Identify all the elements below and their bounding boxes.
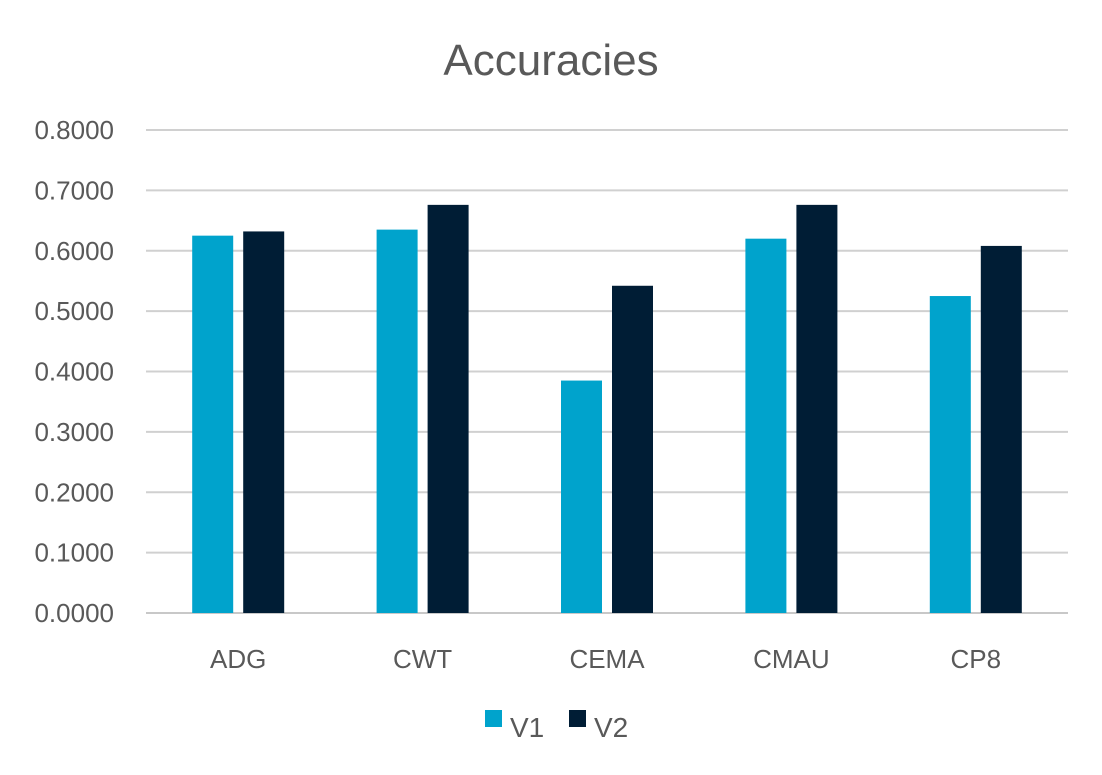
y-tick-label: 0.4000 (34, 357, 114, 387)
x-category-label: ADG (210, 644, 266, 674)
y-tick-label: 0.6000 (34, 236, 114, 266)
x-category-label: CP8 (951, 644, 1002, 674)
y-tick-label: 0.5000 (34, 296, 114, 326)
bar-v2-cmau (796, 204, 838, 614)
legend-swatch-v1 (485, 710, 502, 727)
legend-label: V2 (594, 712, 628, 743)
gridlines (146, 129, 1068, 614)
legend-swatch-v2 (569, 710, 586, 727)
bar-v1-adg (192, 235, 234, 613)
y-tick-label: 0.7000 (34, 175, 114, 205)
y-tick-label: 0.8000 (34, 115, 114, 145)
bar-v2-adg (243, 231, 285, 613)
y-axis-ticks: 0.0000 0.1000 0.2000 0.3000 0.4000 0.5000 0.60… (34, 115, 114, 628)
x-category-label: CMAU (753, 644, 830, 674)
bar-v2-cwt (427, 204, 469, 614)
chart-title: Accuracies (443, 36, 658, 85)
bar-v1-cema (561, 380, 602, 613)
bar-v1-cp8 (929, 296, 971, 613)
y-tick-label: 0.1000 (34, 538, 114, 568)
bar-v1-cmau (745, 238, 787, 614)
x-axis-categories: ADG CWT CEMA CMAU CP8 (210, 644, 1001, 674)
legend-label: V1 (510, 712, 544, 743)
bars (192, 204, 1022, 614)
bar-v1-cwt (376, 229, 418, 613)
bar-v2-cp8 (980, 245, 1022, 614)
bar-v2-cema (612, 285, 653, 613)
legend: V1 V2 (485, 710, 628, 743)
x-category-label: CWT (393, 644, 452, 674)
y-tick-label: 0.0000 (34, 598, 114, 628)
y-tick-label: 0.3000 (34, 417, 114, 447)
x-category-label: CEMA (569, 644, 645, 674)
y-tick-label: 0.2000 (34, 477, 114, 507)
